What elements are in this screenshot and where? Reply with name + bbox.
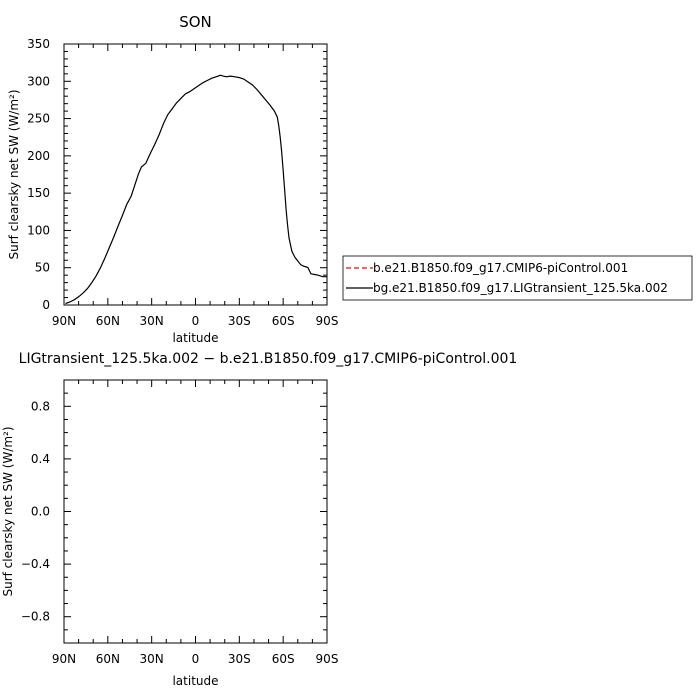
y-tick-label: −0.4: [21, 557, 50, 571]
x-tick-label: 30N: [140, 314, 164, 328]
x-tick-label: 0: [192, 314, 200, 328]
x-tick-label: 0: [192, 652, 200, 666]
x-tick-label: 30S: [228, 652, 251, 666]
y-tick-label: 0.4: [31, 452, 50, 466]
legend-label-0: b.e21.B1850.f09_g17.CMIP6-piControl.001: [373, 261, 628, 275]
x-tick-label: 90S: [316, 314, 339, 328]
y-tick-label: 150: [27, 186, 50, 200]
x-tick-label: 60S: [272, 652, 295, 666]
x-tick-label: 90N: [52, 314, 76, 328]
x-tick-label: 60N: [96, 314, 120, 328]
y-tick-label: 0.0: [31, 505, 50, 519]
y-axis-label: Surf clearsky net SW (W/m²): [1, 426, 15, 596]
x-axis-label: latitude: [172, 331, 218, 345]
x-tick-label: 60S: [272, 314, 295, 328]
chart-title: LIGtransient_125.5ka.002 − b.e21.B1850.f…: [19, 351, 518, 367]
bottom-chart-panel: LIGtransient_125.5ka.002 − b.e21.B1850.f…: [1, 351, 517, 688]
y-tick-label: 250: [27, 112, 50, 126]
legend-label-1: bg.e21.B1850.f09_g17.LIGtransient_125.5k…: [373, 281, 668, 295]
y-tick-label: −0.8: [21, 610, 50, 624]
y-tick-label: 0.8: [31, 399, 50, 413]
x-tick-label: 90S: [316, 652, 339, 666]
x-tick-label: 30S: [228, 314, 251, 328]
legend-box: [342, 255, 693, 301]
plot-frame: [63, 43, 328, 306]
x-tick-label: 60N: [96, 652, 120, 666]
x-axis-label: latitude: [172, 674, 218, 688]
y-axis-label: Surf clearsky net SW (W/m²): [7, 89, 21, 259]
x-tick-label: 30N: [140, 652, 164, 666]
y-tick-label: 300: [27, 74, 50, 88]
top-chart-panel: SON 90N 60N 30N 0 30S 60S 90S 0 50 100 150 200 250 300…: [7, 13, 693, 345]
plot-frame: [63, 379, 328, 644]
series-line-0: [65, 74, 327, 305]
y-tick-label: 0: [42, 298, 50, 312]
y-tick-label: 200: [27, 149, 50, 163]
y-tick-label: 350: [27, 37, 50, 51]
y-tick-label: 50: [35, 261, 50, 275]
legend: b.e21.B1850.f09_g17.CMIP6-piControl.001b…: [342, 255, 693, 301]
y-tick-label: 100: [27, 223, 50, 237]
x-tick-label: 90N: [52, 652, 76, 666]
chart-title: SON: [179, 13, 212, 31]
